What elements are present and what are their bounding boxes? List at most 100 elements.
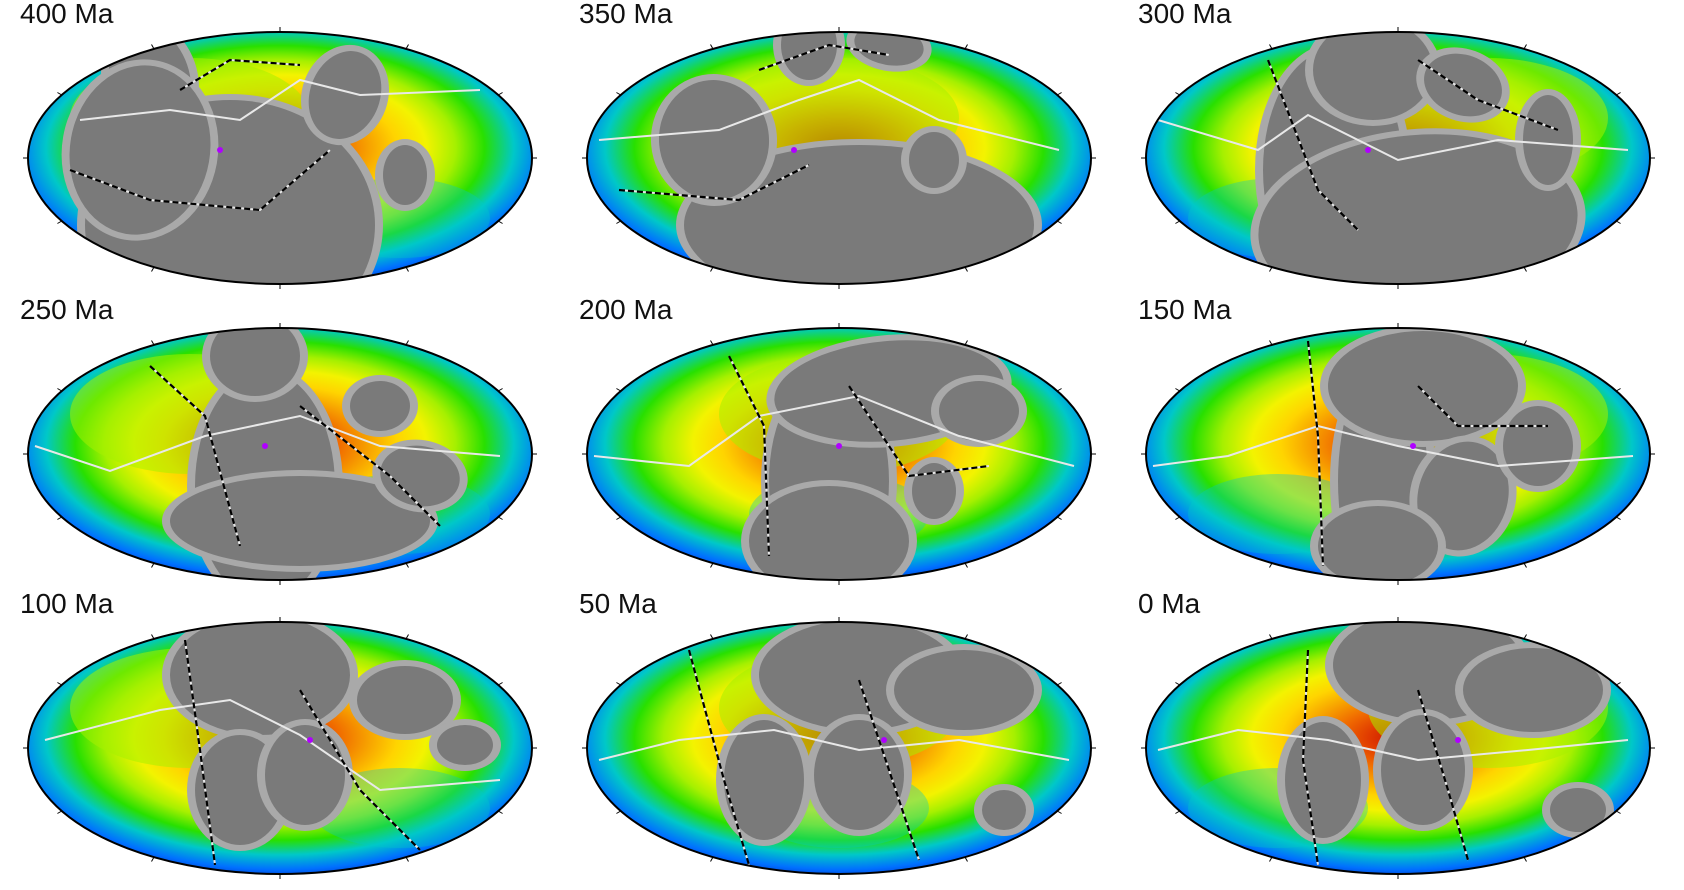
panel-label: 300 Ma (1138, 0, 1232, 29)
graticule-tick (151, 266, 155, 272)
map-content (593, 334, 1075, 580)
graticule-tick (1269, 44, 1273, 50)
mollweide-map (23, 323, 537, 585)
continent (894, 650, 1034, 730)
graticule-tick (710, 856, 714, 862)
slab-marker (1410, 443, 1416, 449)
graticule-tick (1269, 562, 1273, 568)
graticule-tick (1056, 682, 1062, 686)
continent (1318, 506, 1438, 580)
graticule-tick (1615, 220, 1621, 224)
continent (210, 328, 300, 396)
graticule-tick (1269, 856, 1273, 862)
mollweide-map (1141, 27, 1655, 289)
graticule-tick (710, 634, 714, 640)
subduction-zone (728, 355, 771, 557)
subduction-zone (618, 164, 810, 202)
graticule-tick (405, 266, 409, 272)
continent (781, 32, 837, 80)
map-content (1152, 328, 1634, 580)
subduction-zone (299, 405, 441, 527)
slab-marker (881, 737, 887, 743)
graticule-tick (57, 220, 63, 224)
graticule-tick (405, 44, 409, 50)
graticule-tick (1056, 810, 1062, 814)
map-content (598, 622, 1070, 866)
panel-label: 250 Ma (20, 294, 114, 325)
map-panel-250ma: 250 Ma (0, 296, 560, 596)
panel-label: 50 Ma (579, 588, 657, 619)
spreading-ridge (1152, 424, 1634, 468)
continent (724, 720, 804, 840)
graticule-tick (1269, 340, 1273, 346)
subduction-zone (149, 365, 242, 547)
graticule-tick (57, 810, 63, 814)
graticule-tick (405, 562, 409, 568)
map-panel-0ma: 0 Ma (1118, 590, 1678, 890)
graticule-tick (1615, 682, 1621, 686)
graticule-tick (964, 856, 968, 862)
subduction-zone (857, 679, 921, 861)
graticule-tick (1175, 388, 1181, 392)
graticule-tick (964, 44, 968, 50)
continent (437, 725, 493, 765)
spreading-ridge (1157, 728, 1629, 762)
continent (1503, 406, 1573, 486)
subduction-zone (1416, 689, 1470, 861)
subduction-zone (179, 58, 301, 91)
graticule-tick (57, 92, 63, 96)
graticule-tick (405, 634, 409, 640)
mollweide-map (1141, 323, 1655, 585)
subduction-zone (69, 149, 331, 212)
map-panel-200ma: 200 Ma (559, 296, 1119, 596)
graticule-tick (616, 388, 622, 392)
map-panel-100ma: 100 Ma (0, 590, 560, 890)
continent (383, 145, 427, 205)
graticule-tick (1523, 634, 1527, 640)
map-panel-300ma: 300 Ma (1118, 0, 1678, 300)
graticule-tick (1269, 634, 1273, 640)
graticule-tick (1056, 516, 1062, 520)
graticule-tick (1523, 562, 1527, 568)
young-seafloor-band (310, 768, 490, 848)
subduction-zone (1417, 385, 1548, 428)
map-content (34, 328, 501, 580)
continent (357, 666, 453, 734)
continent (1328, 331, 1518, 441)
panel-label: 0 Ma (1138, 588, 1201, 619)
graticule-tick (616, 810, 622, 814)
continent (1550, 788, 1606, 832)
graticule-tick (1523, 266, 1527, 272)
graticule-tick (616, 516, 622, 520)
slab-marker (836, 443, 842, 449)
slab-marker (217, 147, 223, 153)
graticule-tick (57, 388, 63, 392)
continent (1463, 648, 1603, 732)
slab-marker (791, 147, 797, 153)
graticule-tick (57, 516, 63, 520)
graticule-tick (497, 810, 503, 814)
graticule-tick (1523, 340, 1527, 346)
graticule-tick (1269, 266, 1273, 272)
graticule-tick (964, 340, 968, 346)
continent (982, 790, 1026, 830)
map-panel-150ma: 150 Ma (1118, 296, 1678, 596)
graticule-tick (1056, 388, 1062, 392)
continent (658, 80, 770, 200)
map-content (1157, 32, 1629, 284)
map-content (61, 32, 490, 284)
panel-label: 100 Ma (20, 588, 114, 619)
graticule-tick (1056, 220, 1062, 224)
mollweide-map (23, 27, 537, 289)
graticule-tick (1523, 44, 1527, 50)
graticule-tick (710, 562, 714, 568)
graticule-tick (1056, 92, 1062, 96)
mollweide-map (23, 617, 537, 879)
spreading-ridge (593, 394, 1075, 468)
graticule-tick (151, 562, 155, 568)
slab-marker (307, 737, 313, 743)
continent (939, 381, 1019, 441)
panel-label: 150 Ma (1138, 294, 1232, 325)
mollweide-map (582, 27, 1096, 289)
